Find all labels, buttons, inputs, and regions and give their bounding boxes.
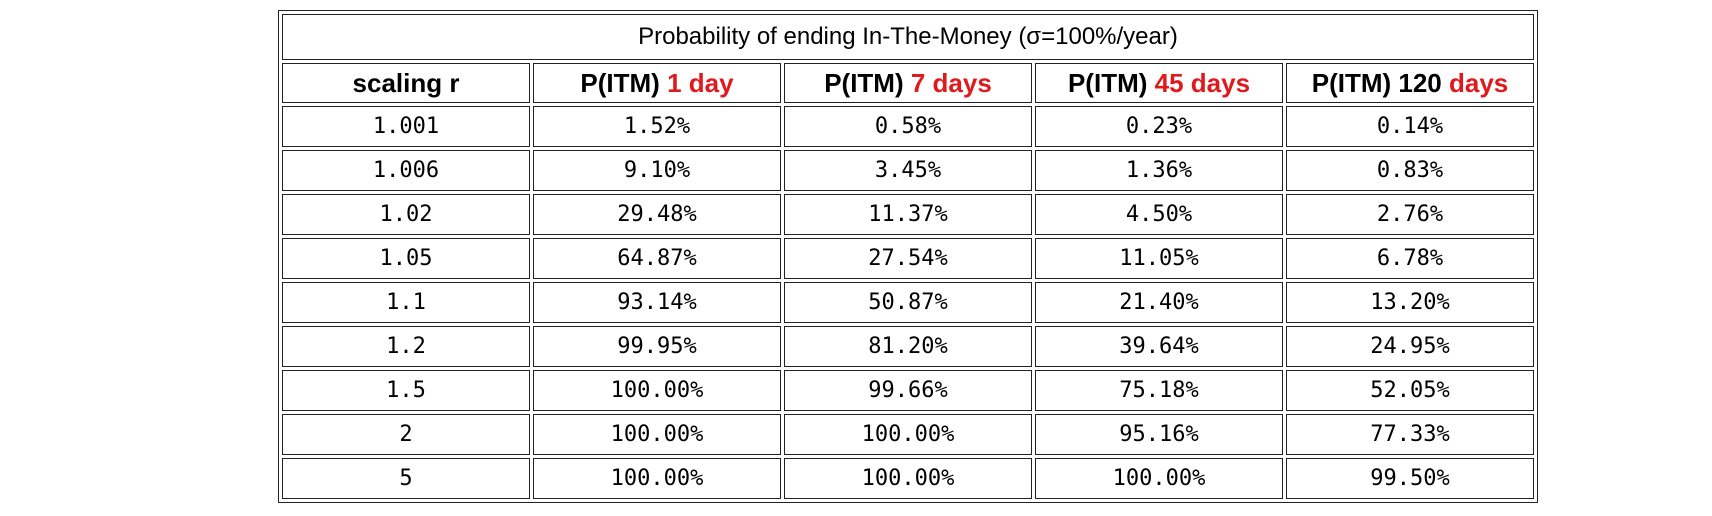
column-header-scaling: scaling r bbox=[282, 63, 530, 103]
cell-p-itm-7-days: 81.20% bbox=[784, 326, 1032, 367]
cell-p-itm-120-days: 0.83% bbox=[1286, 150, 1534, 191]
cell-scaling-r: 1.05 bbox=[282, 238, 530, 279]
itm-probability-table: Probability of ending In-The-Money (σ=10… bbox=[278, 10, 1538, 503]
cell-p-itm-45-days: 4.50% bbox=[1035, 194, 1283, 235]
cell-p-itm-1-day: 9.10% bbox=[533, 150, 781, 191]
cell-p-itm-7-days: 0.58% bbox=[784, 106, 1032, 147]
cell-p-itm-7-days: 3.45% bbox=[784, 150, 1032, 191]
cell-p-itm-7-days: 99.66% bbox=[784, 370, 1032, 411]
column-header-120-days: P(ITM) 120 days bbox=[1286, 63, 1534, 103]
column-header-prefix: P(ITM) bbox=[580, 67, 668, 98]
cell-p-itm-120-days: 6.78% bbox=[1286, 238, 1534, 279]
caption-row: Probability of ending In-The-Money (σ=10… bbox=[282, 14, 1534, 60]
cell-p-itm-1-day: 64.87% bbox=[533, 238, 781, 279]
column-header-suffix: 45 days bbox=[1154, 67, 1251, 98]
column-header-suffix: 1 day bbox=[667, 67, 734, 98]
table-caption: Probability of ending In-The-Money (σ=10… bbox=[282, 14, 1534, 60]
table-row: 1.02 29.48% 11.37% 4.50% 2.76% bbox=[282, 194, 1534, 235]
cell-p-itm-1-day: 100.00% bbox=[533, 458, 781, 499]
table-row: 1.05 64.87% 27.54% 11.05% 6.78% bbox=[282, 238, 1534, 279]
cell-p-itm-1-day: 100.00% bbox=[533, 370, 781, 411]
cell-p-itm-45-days: 95.16% bbox=[1035, 414, 1283, 455]
cell-p-itm-1-day: 93.14% bbox=[533, 282, 781, 323]
table-row: 2 100.00% 100.00% 95.16% 77.33% bbox=[282, 414, 1534, 455]
cell-scaling-r: 2 bbox=[282, 414, 530, 455]
cell-p-itm-120-days: 77.33% bbox=[1286, 414, 1534, 455]
cell-p-itm-1-day: 1.52% bbox=[533, 106, 781, 147]
cell-p-itm-7-days: 100.00% bbox=[784, 414, 1032, 455]
column-header-7-days: P(ITM) 7 days bbox=[784, 63, 1032, 103]
column-header-prefix: P(ITM) 120 bbox=[1311, 67, 1449, 98]
cell-scaling-r: 1.006 bbox=[282, 150, 530, 191]
header-row: scaling r P(ITM) 1 day P(ITM) 7 days P(I… bbox=[282, 63, 1534, 103]
cell-p-itm-120-days: 0.14% bbox=[1286, 106, 1534, 147]
column-header-suffix: 7 days bbox=[910, 67, 992, 98]
column-header-prefix: scaling r bbox=[352, 67, 460, 98]
cell-scaling-r: 1.001 bbox=[282, 106, 530, 147]
cell-p-itm-7-days: 50.87% bbox=[784, 282, 1032, 323]
cell-p-itm-45-days: 39.64% bbox=[1035, 326, 1283, 367]
cell-scaling-r: 1.5 bbox=[282, 370, 530, 411]
cell-p-itm-45-days: 0.23% bbox=[1035, 106, 1283, 147]
cell-scaling-r: 1.02 bbox=[282, 194, 530, 235]
table-row: 1.001 1.52% 0.58% 0.23% 0.14% bbox=[282, 106, 1534, 147]
cell-scaling-r: 5 bbox=[282, 458, 530, 499]
table-row: 5 100.00% 100.00% 100.00% 99.50% bbox=[282, 458, 1534, 499]
table-row: 1.5 100.00% 99.66% 75.18% 52.05% bbox=[282, 370, 1534, 411]
column-header-suffix: days bbox=[1448, 67, 1509, 98]
column-header-45-days: P(ITM) 45 days bbox=[1035, 63, 1283, 103]
cell-p-itm-7-days: 11.37% bbox=[784, 194, 1032, 235]
cell-p-itm-1-day: 100.00% bbox=[533, 414, 781, 455]
table-row: 1.1 93.14% 50.87% 21.40% 13.20% bbox=[282, 282, 1534, 323]
column-header-prefix: P(ITM) bbox=[824, 67, 911, 98]
cell-p-itm-7-days: 100.00% bbox=[784, 458, 1032, 499]
cell-p-itm-7-days: 27.54% bbox=[784, 238, 1032, 279]
table-row: 1.006 9.10% 3.45% 1.36% 0.83% bbox=[282, 150, 1534, 191]
cell-p-itm-1-day: 29.48% bbox=[533, 194, 781, 235]
cell-p-itm-45-days: 1.36% bbox=[1035, 150, 1283, 191]
itm-probability-table-container: Probability of ending In-The-Money (σ=10… bbox=[278, 10, 1538, 503]
cell-p-itm-120-days: 2.76% bbox=[1286, 194, 1534, 235]
column-header-prefix: P(ITM) bbox=[1067, 67, 1155, 98]
table-row: 1.2 99.95% 81.20% 39.64% 24.95% bbox=[282, 326, 1534, 367]
cell-p-itm-45-days: 100.00% bbox=[1035, 458, 1283, 499]
cell-p-itm-120-days: 52.05% bbox=[1286, 370, 1534, 411]
cell-p-itm-120-days: 24.95% bbox=[1286, 326, 1534, 367]
cell-p-itm-45-days: 21.40% bbox=[1035, 282, 1283, 323]
column-header-1-day: P(ITM) 1 day bbox=[533, 63, 781, 103]
cell-p-itm-1-day: 99.95% bbox=[533, 326, 781, 367]
cell-scaling-r: 1.2 bbox=[282, 326, 530, 367]
cell-p-itm-120-days: 99.50% bbox=[1286, 458, 1534, 499]
cell-p-itm-45-days: 75.18% bbox=[1035, 370, 1283, 411]
cell-p-itm-120-days: 13.20% bbox=[1286, 282, 1534, 323]
cell-scaling-r: 1.1 bbox=[282, 282, 530, 323]
table-body: 1.001 1.52% 0.58% 0.23% 0.14% 1.006 9.10% 3.45%… bbox=[282, 106, 1534, 499]
cell-p-itm-45-days: 11.05% bbox=[1035, 238, 1283, 279]
